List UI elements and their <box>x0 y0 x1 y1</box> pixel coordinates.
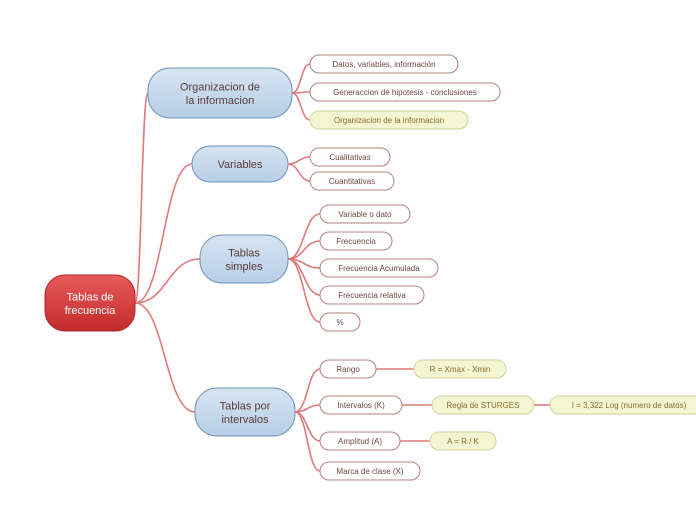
edge <box>288 164 310 181</box>
node-label: R = Xmax - Xmin <box>430 365 491 374</box>
node-label: Tablas por <box>220 400 271 412</box>
node-t4: Tablas por intervalos <box>195 388 295 436</box>
edge <box>135 303 195 412</box>
node-label: Frecuencia <box>336 237 376 246</box>
node-label: Cuantitativas <box>329 177 375 186</box>
node-label: la informacion <box>186 95 254 107</box>
node-label: Marca de clase (X) <box>336 467 403 476</box>
edge <box>295 412 320 471</box>
node-label: frecuencia <box>65 305 117 317</box>
node-l4a: Rango <box>320 360 376 378</box>
node-h4c: A = R / K <box>430 432 496 450</box>
node-h4a: R = Xmax - Xmin <box>414 360 506 378</box>
node-h4b2: I = 3,322 Log (numero de datos) <box>550 396 696 414</box>
node-label: Frecuencia relativa <box>338 291 406 300</box>
node-l2a: Cualitativas <box>310 148 390 166</box>
node-label: I = 3,322 Log (numero de datos) <box>572 401 687 410</box>
node-l1c: Organizacion de la informacion <box>310 111 468 129</box>
node-label: Datos, variables, información <box>332 60 435 69</box>
edge <box>295 405 320 412</box>
node-label: simples <box>225 261 263 273</box>
node-label: Organizacion de <box>180 81 260 93</box>
node-label: Amplitud (A) <box>338 437 382 446</box>
node-label: Regla de STURGES <box>447 401 520 410</box>
node-l3a: Variable o dato <box>320 205 410 223</box>
node-label: intervalos <box>221 414 269 426</box>
node-l3e: % <box>320 313 360 331</box>
node-label: Frecuencia Acumulada <box>338 264 420 273</box>
edge <box>288 214 320 259</box>
node-t2: Variables <box>192 146 288 182</box>
node-label: Generaccion de hipotesis - conclusiones <box>333 88 477 97</box>
node-label: Tablas <box>228 247 260 259</box>
edge <box>288 259 320 322</box>
node-root: Tablas de frecuencia <box>45 275 135 331</box>
node-l4c: Amplitud (A) <box>320 432 400 450</box>
node-label: Tablas de <box>66 291 113 303</box>
node-label: Variable o dato <box>338 210 392 219</box>
node-label: Rango <box>336 365 360 374</box>
edge <box>135 164 192 303</box>
node-l1b: Generaccion de hipotesis - conclusiones <box>310 83 500 101</box>
node-l3d: Frecuencia relativa <box>320 286 424 304</box>
edge <box>292 64 310 93</box>
edge <box>288 241 320 259</box>
node-label: % <box>336 318 343 327</box>
node-t1: Organizacion de la informacion <box>148 68 292 118</box>
node-label: A = R / K <box>447 437 479 446</box>
node-l3b: Frecuencia <box>320 232 392 250</box>
node-label: Organizacion de la informacion <box>334 116 444 125</box>
edge <box>135 93 148 303</box>
node-label: Variables <box>217 159 263 171</box>
node-l3c: Frecuencia Acumulada <box>320 259 438 277</box>
node-label: Cualitativas <box>329 153 370 162</box>
edge <box>295 412 320 441</box>
node-l4b: Intervalos (K) <box>320 396 402 414</box>
edge <box>288 157 310 164</box>
node-h4b: Regla de STURGES <box>432 396 534 414</box>
node-label: Intervalos (K) <box>337 401 385 410</box>
node-t3: Tablas simples <box>200 235 288 283</box>
mindmap-canvas: Tablas de frecuencia Organizacion de la inf… <box>0 0 696 520</box>
edge <box>292 93 310 120</box>
node-l1a: Datos, variables, información <box>310 55 458 73</box>
node-l2b: Cuantitativas <box>310 172 394 190</box>
nodes-layer: Tablas de frecuencia Organizacion de la inf… <box>45 55 696 480</box>
node-l4d: Marca de clase (X) <box>320 462 420 480</box>
